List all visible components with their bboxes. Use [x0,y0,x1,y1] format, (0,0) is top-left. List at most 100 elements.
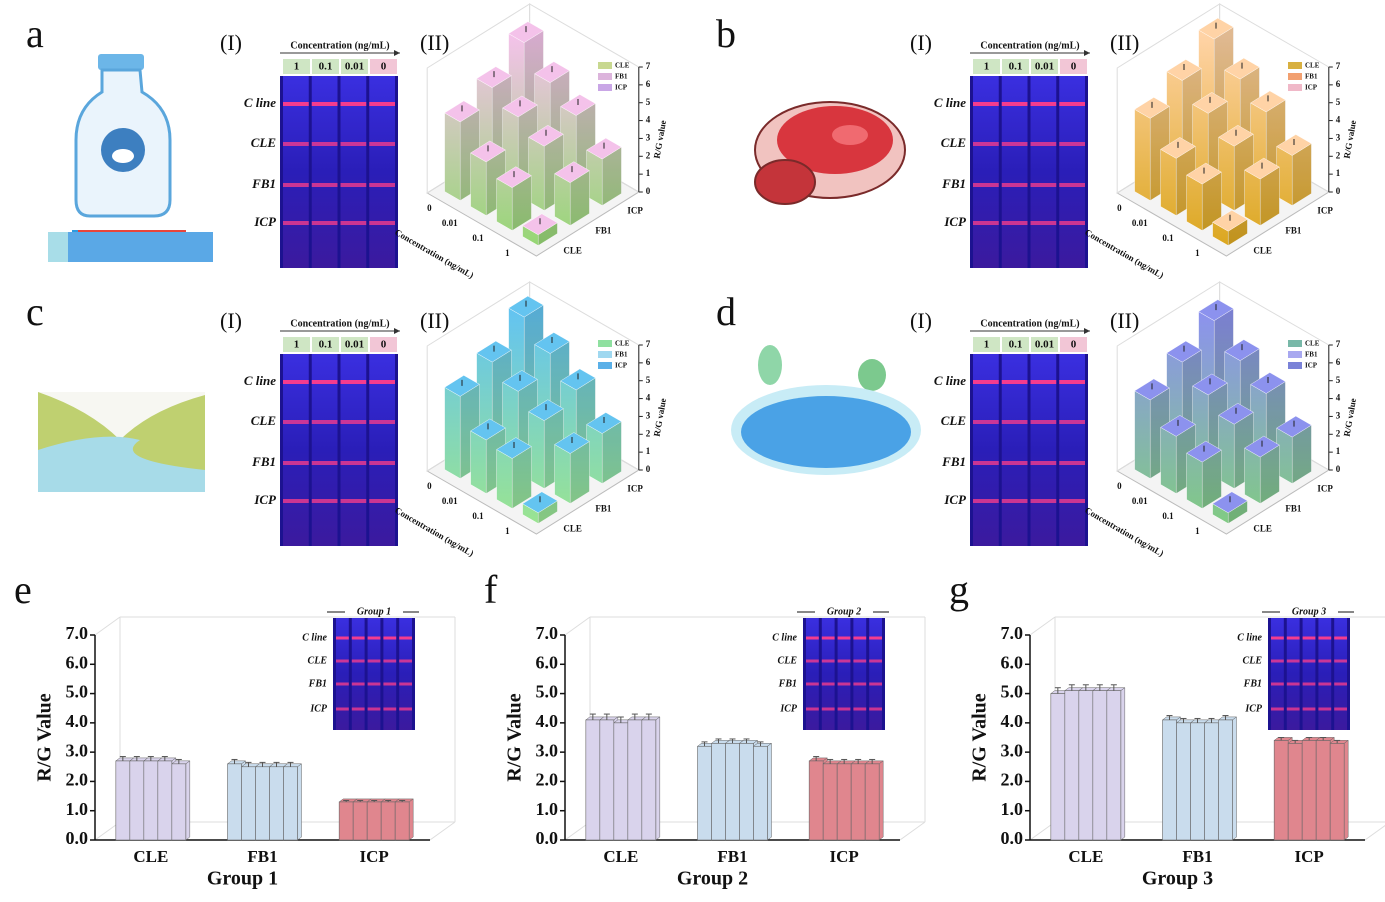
y-tick-label: ICP [627,206,643,216]
y-tick-label: 5.0 [66,682,89,702]
legend-swatch [1288,351,1302,358]
z-tick-label: 5 [1336,375,1341,385]
bar-side [878,760,884,841]
bar-top [1218,402,1254,425]
bar [753,745,768,841]
header-cell [370,59,397,74]
bar [227,763,242,841]
strip-band [369,221,395,225]
y-tick-label: 3.0 [66,740,89,760]
x-tick-label: 0 [427,481,432,491]
y-tick-label: 1.0 [536,799,559,819]
x-tick-label: CLE [133,847,168,866]
inset-title: Group 3 [1292,606,1326,617]
sample-name: Pork [798,232,849,257]
strip-band [806,707,819,711]
bar-panel: f 0.0 1.0 2.0 3.0 4.0 5.0 6.0 7.0 R/G Value CLE FB1… [484,567,926,890]
bar-face [444,112,461,201]
frame-line [564,616,591,636]
bar [627,719,643,841]
header-arrowhead [1084,50,1090,56]
strip-band [1001,221,1028,225]
strip-band [336,659,349,663]
header-cell [341,337,368,352]
panel-label: f [484,567,498,612]
bar-3d [1276,134,1312,206]
x-axis-label: Group 2 [677,868,748,890]
concentration-label: 1 [294,61,300,73]
bar [1078,690,1094,841]
strip-label: (I) [220,308,242,333]
header-cell [973,337,1000,352]
strip-band [399,682,412,686]
panel: aMilk(I)Concentration (ng/mL)10.10.010C … [26,3,668,280]
strip-column [1302,618,1316,730]
y-tick-label: 0.0 [1001,828,1024,848]
concentration-label: 0.1 [319,61,333,73]
z-tick-label: 6 [646,79,651,89]
bar [725,743,740,841]
panel: c River water (I) Concentration (ng/mL) 1 0.1… [26,281,668,558]
bar-shade [1292,425,1312,484]
frame-line [94,616,121,636]
strip-column [340,76,367,268]
panel-label: a [26,11,44,56]
strip-band [383,682,397,686]
legend-swatch [598,351,612,358]
strip-column [367,618,381,730]
meat-highlight [832,125,868,145]
strip-band [1318,682,1332,686]
lake [741,396,911,468]
strip-header: Concentration (ng/mL) [980,40,1079,51]
y-tick-label: CLE [1253,524,1272,534]
bar-3d [1244,157,1280,226]
header-cell [283,337,310,352]
bar-shade [1292,143,1312,206]
chart-title: (II) [420,308,449,333]
line-label: FB1 [251,454,276,469]
strip-band [336,682,349,686]
strip-band [837,682,851,686]
strip-band [369,183,395,187]
strip-band [973,142,999,146]
strip-column [369,354,395,546]
header-cell [312,337,339,352]
strip-band [1001,499,1028,503]
strip-column [1001,354,1028,546]
header-arrowhead [1084,328,1090,334]
strip-band [283,499,309,503]
panel-label: g [949,567,969,612]
y-tick-label: 7.0 [1001,623,1024,643]
strip-band [1030,142,1057,146]
chart-title: (II) [1110,30,1139,55]
strip-band [973,499,999,503]
strip-band [351,682,365,686]
legend-label: CLE [1305,340,1320,348]
bar [283,766,298,841]
strip-band [1030,420,1057,424]
bar [171,763,187,841]
strip-band [821,707,835,711]
legend-swatch [1288,362,1302,369]
strip-label: (I) [220,30,242,55]
z-tick-label: 6 [646,357,651,367]
strip-label: (I) [910,308,932,333]
bar [822,763,838,841]
bar [352,801,368,841]
strip-column [1001,76,1028,268]
strip-band [367,707,381,711]
x-tick-label: 0.1 [1162,511,1174,521]
strip-band [1001,102,1028,106]
line-label: ICP [253,492,277,507]
z-tick-label: 3 [646,410,651,420]
strip-band [1271,636,1284,640]
bar-face [1186,174,1203,231]
river-illustration [38,392,205,492]
bar-3d [1244,435,1280,504]
strip-band [1302,707,1316,711]
strip-band [1334,682,1347,686]
panel: b Pork (I) Concentration (ng/mL) 1 0.1 0.01 0 C … [716,3,1358,280]
bar-shade [538,222,558,246]
y-tick-label: 2.0 [1001,770,1024,790]
strip-band [1030,102,1057,106]
